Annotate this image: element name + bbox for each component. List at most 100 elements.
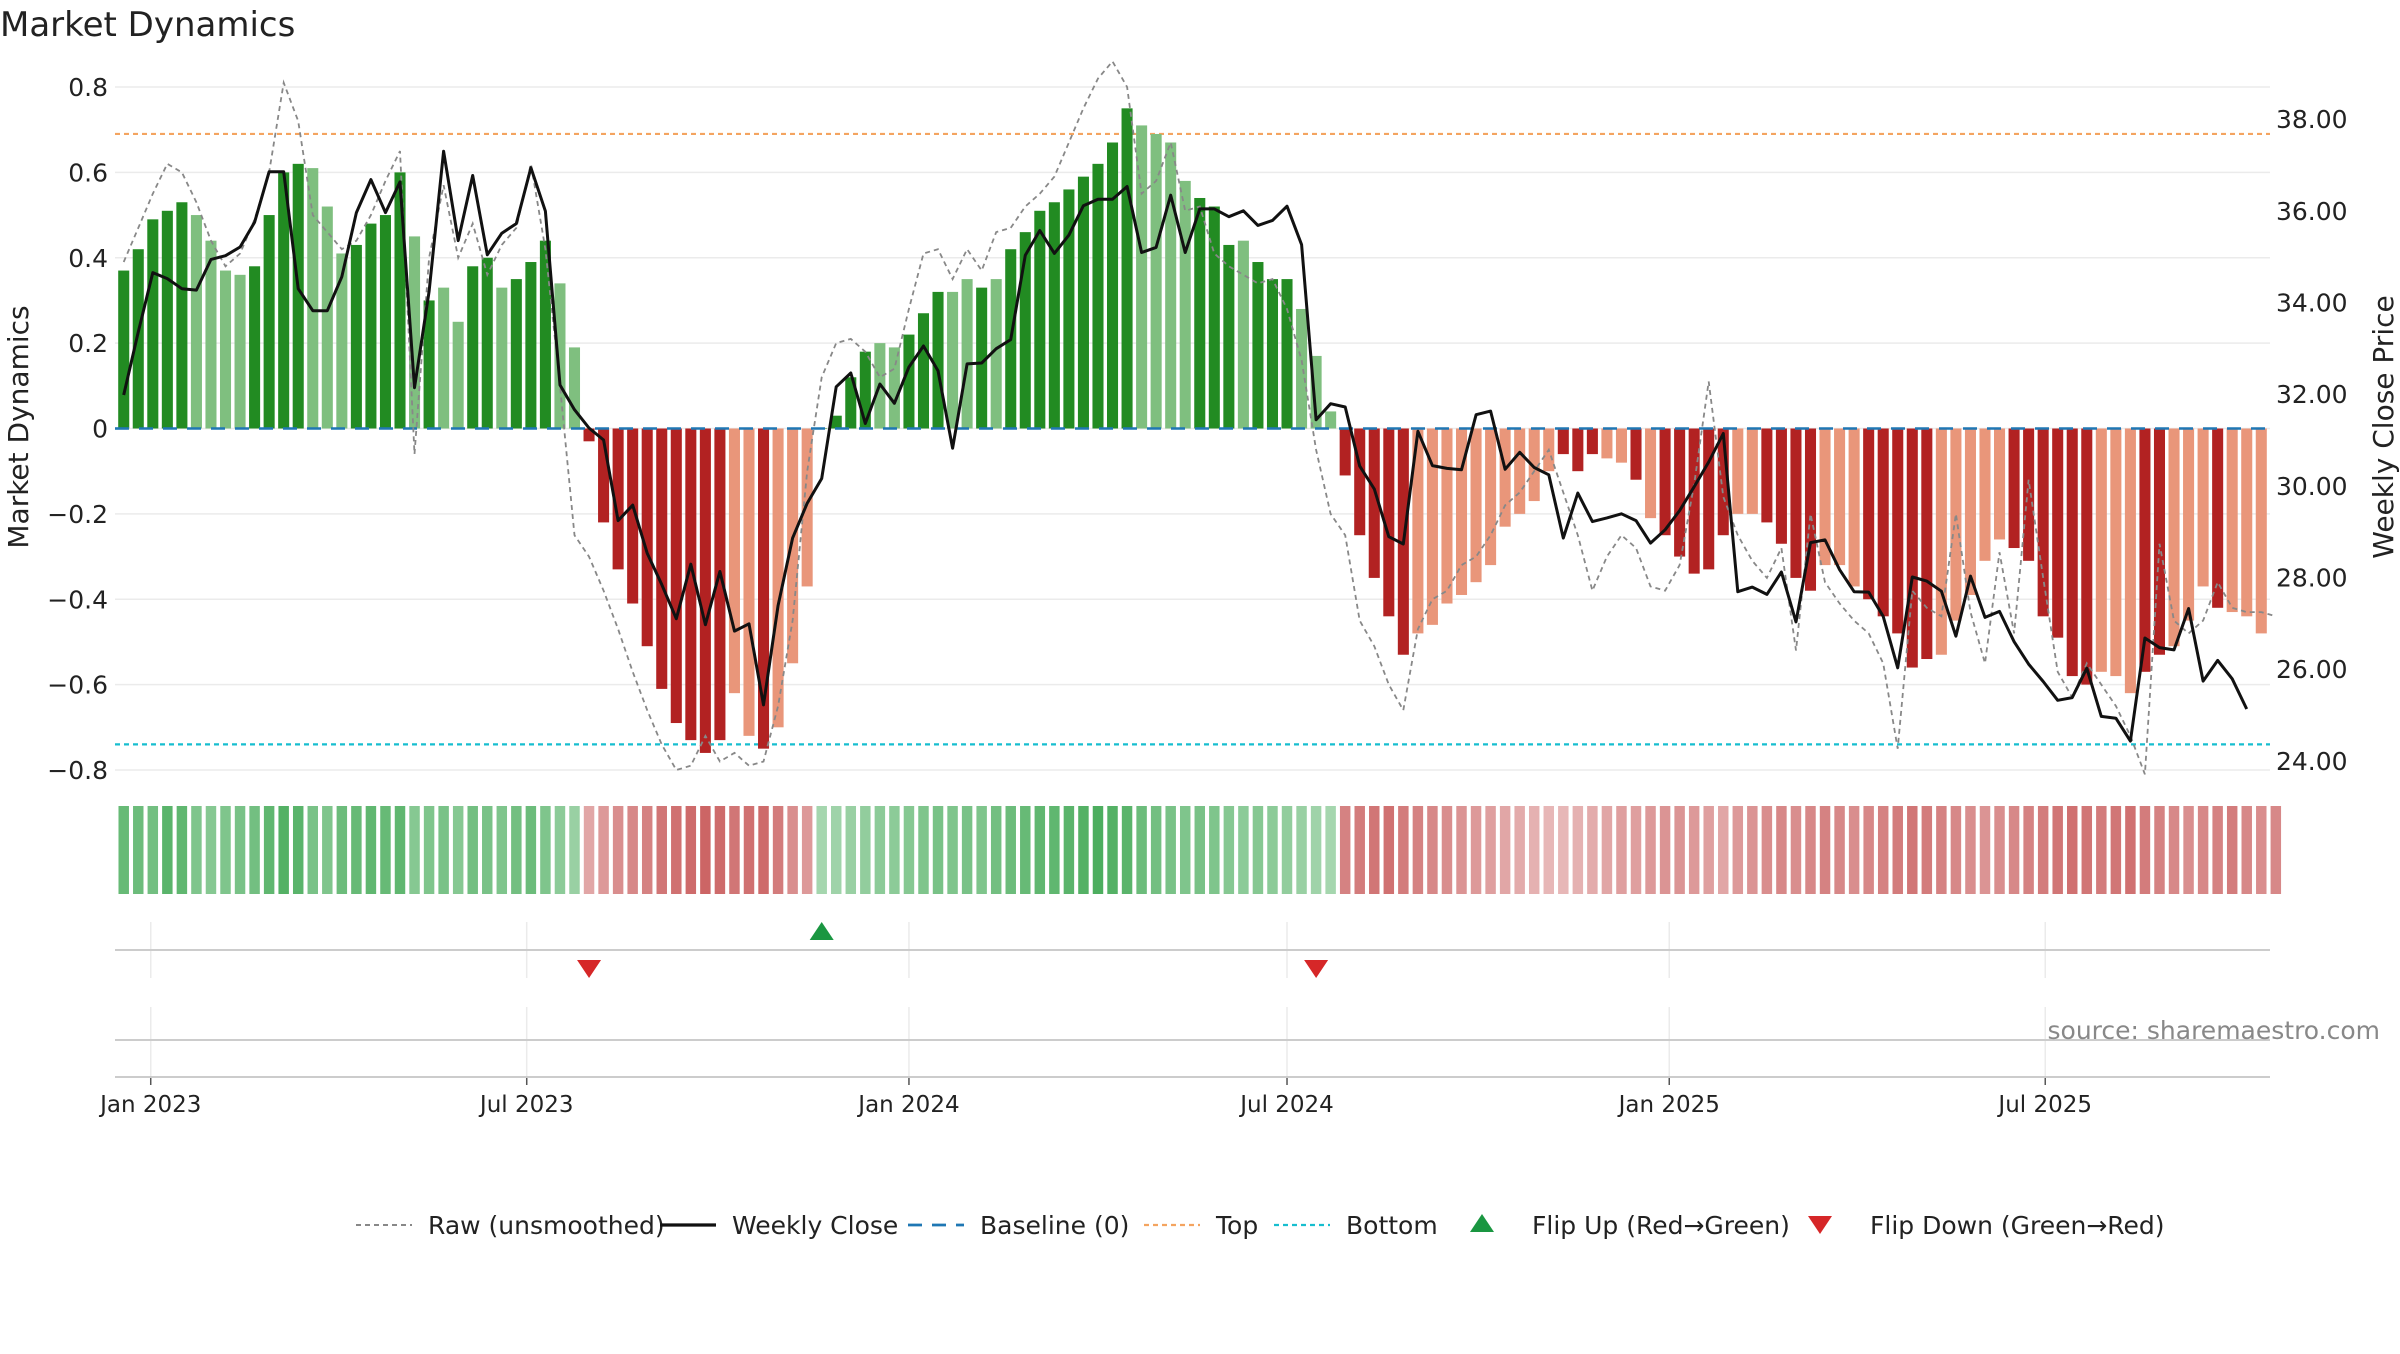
regime-strip-cell bbox=[2270, 806, 2282, 894]
regime-strip-cell bbox=[133, 806, 144, 894]
y-tick-label: 0.2 bbox=[68, 329, 108, 358]
dynamics-bar bbox=[1354, 428, 1366, 536]
dynamics-bar bbox=[2095, 428, 2107, 672]
y2-axis-label: Weekly Close Price bbox=[2367, 295, 2400, 558]
dynamics-bar bbox=[903, 334, 915, 429]
dynamics-bar bbox=[1804, 428, 1817, 591]
dynamics-bar bbox=[1150, 133, 1162, 429]
regime-strip-cell bbox=[205, 806, 217, 894]
dynamics-bar bbox=[1266, 279, 1279, 429]
regime-strip-cell bbox=[772, 806, 784, 894]
regime-strip-cell bbox=[2183, 806, 2194, 894]
legend-label: Bottom bbox=[1346, 1211, 1438, 1240]
dynamics-bar bbox=[161, 210, 173, 429]
regime-strip-cell bbox=[365, 806, 377, 894]
regime-strip-cell bbox=[1325, 806, 1336, 894]
dynamics-bar bbox=[1077, 176, 1089, 429]
regime-strip-cell bbox=[1150, 806, 1162, 894]
dynamics-bar bbox=[2139, 428, 2151, 672]
legend-label: Flip Down (Green→Red) bbox=[1870, 1211, 2165, 1240]
regime-strip-cell bbox=[874, 806, 886, 894]
regime-strip-cell bbox=[1805, 806, 1816, 894]
dynamics-bar bbox=[1950, 428, 1962, 621]
regime-strip-cell bbox=[1558, 806, 1569, 894]
regime-strip-cell bbox=[2241, 806, 2252, 894]
dynamics-bar bbox=[1223, 244, 1235, 429]
dynamics-bar bbox=[2241, 428, 2253, 617]
regime-strip-cell bbox=[1601, 806, 1613, 894]
dynamics-bar bbox=[583, 428, 595, 442]
dynamics-bar bbox=[1092, 163, 1104, 429]
dynamics-bar bbox=[423, 300, 435, 429]
regime-strip-cell bbox=[1194, 806, 1206, 894]
dynamics-bar bbox=[176, 202, 188, 429]
regime-strip-cell bbox=[1383, 806, 1395, 894]
dynamics-bar bbox=[699, 428, 711, 753]
dynamics-bar bbox=[1775, 428, 1787, 544]
legend-swatch-flip-down bbox=[1808, 1216, 1832, 1234]
dynamics-bar bbox=[888, 347, 900, 429]
dynamics-bar bbox=[1034, 210, 1046, 429]
dynamics-bar bbox=[1572, 428, 1584, 472]
regime-strip-cell bbox=[714, 806, 726, 894]
dynamics-bar bbox=[627, 428, 639, 604]
regime-strip-cell bbox=[845, 806, 857, 894]
regime-strip-cell bbox=[1310, 806, 1322, 894]
dynamics-bar bbox=[132, 249, 144, 429]
regime-strip-cell bbox=[380, 806, 391, 894]
regime-strip-cell bbox=[1238, 806, 1249, 894]
y2-tick-label: 28.00 bbox=[2276, 563, 2348, 592]
dynamics-bar bbox=[2008, 428, 2020, 549]
regime-strip-cell bbox=[1412, 806, 1424, 894]
regime-strip-cell bbox=[1892, 806, 1903, 894]
dynamics-bar bbox=[2052, 428, 2064, 638]
legend-item: Baseline (0) bbox=[908, 1211, 1129, 1240]
dynamics-bar bbox=[1514, 428, 1526, 514]
regime-strip-cell bbox=[307, 806, 318, 894]
regime-strip-cell bbox=[2067, 806, 2078, 894]
regime-strip-cell bbox=[569, 806, 580, 894]
regime-strip-cell bbox=[1049, 806, 1060, 894]
dynamics-bar bbox=[1426, 428, 1438, 625]
regime-strip-cell bbox=[1427, 806, 1438, 894]
dynamics-bar bbox=[990, 279, 1002, 429]
regime-strip-cell bbox=[1572, 806, 1584, 894]
regime-strip-cell bbox=[511, 806, 522, 894]
axes-layer: 0.8 0.6 0.4 0.2 0 −0.2 −0.4 −0.6 −0.8 38.00 36.00 3… bbox=[47, 73, 2347, 1118]
regime-strip-cell bbox=[1456, 806, 1467, 894]
regime-strip-cell bbox=[889, 806, 900, 894]
regime-strip-cell bbox=[176, 806, 188, 894]
regime-strip-cell bbox=[452, 806, 464, 894]
regime-strip-cell bbox=[220, 806, 231, 894]
regime-strip-cell bbox=[292, 806, 304, 894]
regime-strip-cell bbox=[1499, 806, 1511, 894]
dynamics-bar bbox=[1412, 428, 1424, 634]
dynamics-bar bbox=[1645, 428, 1657, 519]
regime-strip-cell bbox=[278, 806, 289, 894]
dynamics-bar bbox=[234, 274, 246, 429]
legend-label: Raw (unsmoothed) bbox=[428, 1211, 665, 1240]
dynamics-bar bbox=[1165, 142, 1177, 429]
dynamics-bar bbox=[1979, 428, 1991, 561]
regime-strip-cell bbox=[1528, 806, 1540, 894]
regime-strip-cell bbox=[2110, 806, 2122, 894]
flip-markers-panel bbox=[115, 922, 2270, 978]
dynamics-bar bbox=[365, 223, 377, 429]
regime-strip-cell bbox=[482, 806, 493, 894]
regime-strip-cell bbox=[1587, 806, 1598, 894]
dynamics-bar bbox=[1834, 428, 1846, 566]
regime-strip-cell bbox=[598, 806, 609, 894]
dynamics-bar bbox=[1383, 428, 1395, 617]
legend-item: Weekly Close bbox=[660, 1211, 898, 1240]
dynamics-bar bbox=[932, 291, 944, 429]
regime-strip-cell bbox=[2168, 806, 2180, 894]
dynamics-bar bbox=[1674, 428, 1686, 557]
y2-tick-label: 32.00 bbox=[2276, 380, 2348, 409]
regime-strip-cell bbox=[627, 806, 638, 894]
regime-strip-cell bbox=[758, 806, 769, 894]
dynamics-bar bbox=[917, 313, 930, 429]
regime-strip-cell bbox=[1834, 806, 1845, 894]
dynamics-bar bbox=[743, 428, 755, 736]
dynamics-bar bbox=[1179, 180, 1191, 429]
dynamics-bar bbox=[2153, 428, 2166, 655]
